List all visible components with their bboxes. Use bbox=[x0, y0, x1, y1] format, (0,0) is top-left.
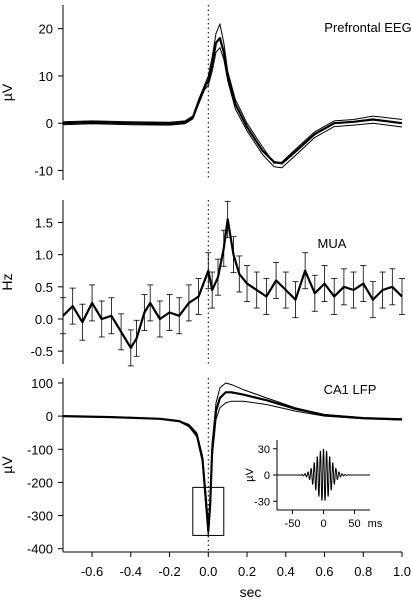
panel-2-x-tick-label: 0.0 bbox=[199, 564, 217, 579]
panel-2-x-tick-label: -0.2 bbox=[158, 564, 180, 579]
inset-y-tick-label: 30 bbox=[258, 444, 270, 456]
inset-x-tick-label: 50 bbox=[348, 518, 360, 530]
panel-0-y-label: µV bbox=[0, 83, 15, 101]
panel-2-series-lower bbox=[62, 400, 403, 538]
panel-0-y-tick-label: 20 bbox=[39, 22, 53, 37]
panel-0-series-upper bbox=[62, 23, 403, 164]
panel-2-y-tick-label: 0 bbox=[46, 409, 53, 424]
panel-0-y-tick-label: 0 bbox=[46, 116, 53, 131]
panel-2-y-tick-label: 100 bbox=[31, 376, 53, 391]
panel-2-y-tick-label: -300 bbox=[27, 509, 53, 524]
panel-2-x-tick-label: 0.6 bbox=[315, 564, 333, 579]
inset-ripple-trace bbox=[277, 448, 370, 501]
panel-0-y-tick-label: -10 bbox=[34, 164, 53, 179]
inset-x-tick-label: -50 bbox=[285, 518, 301, 530]
lfp-highlight-box bbox=[192, 486, 225, 536]
panel-2-x-tick-label: 0.8 bbox=[354, 564, 372, 579]
panel-2-title: CA1 LFP bbox=[324, 382, 377, 397]
panel-0-series-mean bbox=[62, 36, 403, 165]
inset-y-tick-label: -30 bbox=[254, 496, 270, 508]
panel-0-series-lower bbox=[62, 47, 403, 169]
panel-2-y-tick-label: -100 bbox=[27, 442, 53, 457]
panel-2-x-tick-label: 0.4 bbox=[277, 564, 295, 579]
panel-1-y-tick-label: 1.5 bbox=[35, 216, 53, 231]
panel-0-y-tick-label: 10 bbox=[39, 69, 53, 84]
panel-0-title: Prefrontal EEG bbox=[324, 20, 411, 35]
panel-2-x-tick-label: 1.0 bbox=[393, 564, 411, 579]
inset-x-label: ms bbox=[368, 518, 383, 530]
panel-1-y-tick-label: 0.0 bbox=[35, 312, 53, 327]
panel-1-y-tick-label: -0.5 bbox=[31, 344, 53, 359]
panel-2-x-tick-label: -0.4 bbox=[120, 564, 142, 579]
panel-2-y-tick-label: -400 bbox=[27, 542, 53, 557]
panel-2-y-label: µV bbox=[0, 456, 15, 474]
panel-1-y-tick-label: 1.0 bbox=[35, 248, 53, 263]
panel-1-y-tick-label: 0.5 bbox=[35, 280, 53, 295]
panel-2-y-tick-label: -200 bbox=[27, 475, 53, 490]
panel-2-x-label: sec bbox=[240, 584, 262, 600]
panel-2-x-tick-label: -0.6 bbox=[81, 564, 103, 579]
panel-2-series-mean bbox=[62, 391, 403, 532]
panel-2-series-upper bbox=[62, 382, 403, 526]
panel-1-title: MUA bbox=[318, 236, 347, 251]
panel-2-x-tick-label: 0.2 bbox=[238, 564, 256, 579]
inset-y-label: µV bbox=[244, 468, 256, 482]
panel-1-series-mean bbox=[62, 218, 403, 349]
panel-1-y-label: Hz bbox=[0, 273, 15, 290]
inset-y-tick-label: 0 bbox=[264, 470, 270, 482]
inset-x-tick-label: 0 bbox=[320, 518, 326, 530]
